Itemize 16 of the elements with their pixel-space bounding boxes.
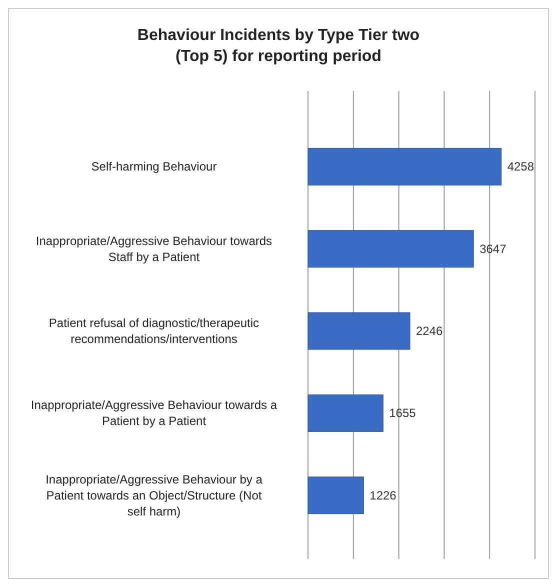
- bar: [308, 394, 384, 432]
- data-label: 1226: [370, 488, 397, 502]
- y-tick-label: Inappropriate/Aggressive Behaviour towards a Patient by a Patient: [30, 398, 278, 428]
- data-label: 2246: [416, 324, 443, 338]
- y-tick-label: Self-harming Behaviour: [91, 160, 217, 174]
- y-tick-label: Patient refusal of diagnostic/therapeutic recommendations/interventions: [48, 316, 260, 346]
- bar: [308, 148, 502, 186]
- bar: [308, 476, 364, 514]
- data-label: 3647: [480, 242, 507, 256]
- y-tick-label: Inappropriate/Aggressive Behaviour by a Patient towards an Object/Structure (Not self harm): [46, 472, 263, 518]
- bar: [308, 312, 410, 350]
- y-tick-label: Inappropriate/Aggressive Behaviour towards Staff by a Patient: [36, 234, 272, 264]
- data-label: 1655: [389, 406, 416, 420]
- bar: [308, 230, 474, 268]
- data-label: 4258: [507, 160, 534, 174]
- chart-title: Behaviour Incidents by Type Tier two (Top 5) for reporting period: [137, 27, 420, 65]
